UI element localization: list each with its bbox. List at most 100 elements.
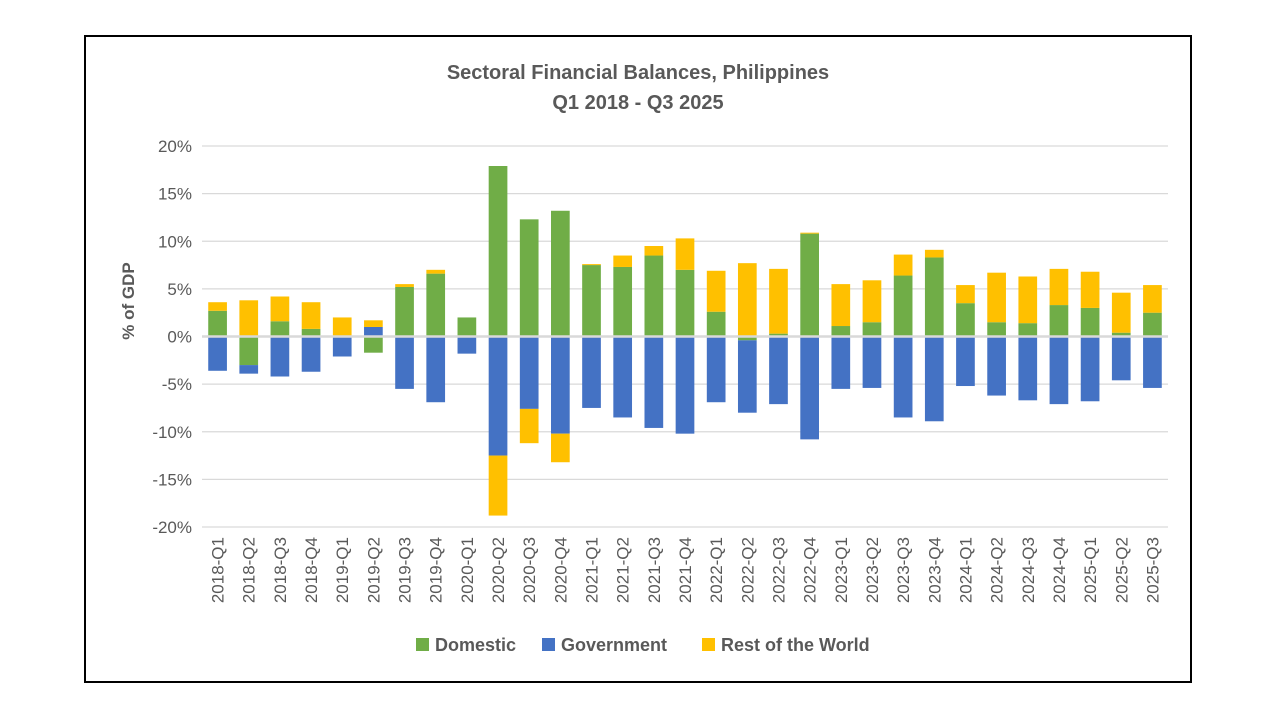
y-tick-label: -5% [162,375,192,394]
bar-government [332,337,352,357]
bar-rest-of-the-world [1143,285,1162,313]
chart-title: Sectoral Financial Balances, Philippines [447,62,829,84]
bar-rest-of-the-world [582,264,601,266]
bar-rest-of-the-world [613,255,633,267]
bar-domestic [519,219,539,337]
x-tick-labels: 2018-Q1 2018-Q2 2018-Q3 2018-Q4 2019-Q1 2019-… [209,537,1163,603]
x-tick-label: 2022-Q3 [769,537,788,603]
bar-domestic [924,257,944,337]
chart-frame: Sectoral Financial Balances, Philippines… [84,35,1192,683]
bars [208,166,1162,516]
x-tick-label: 2019-Q3 [396,537,415,603]
y-tick-label: -15% [152,470,192,489]
legend-label-domestic: Domestic [435,635,516,655]
bar-rest-of-the-world [1049,268,1069,306]
bar-rest-of-the-world [239,300,259,337]
bar-government [364,326,383,337]
bar-rest-of-the-world [270,296,290,322]
bar-government [208,336,227,371]
bar-rest-of-the-world [924,249,944,258]
bar-domestic [270,321,290,337]
bar-domestic [457,317,477,337]
bar-domestic [1143,312,1162,337]
y-tick-label: -10% [152,423,192,442]
bar-rest-of-the-world [769,268,788,334]
bar-rest-of-the-world [862,280,882,323]
legend-swatch-domestic [416,638,429,651]
bar-rest-of-the-world [800,232,819,234]
x-tick-label: 2024-Q1 [956,537,975,603]
bar-rest-of-the-world [551,433,570,463]
x-tick-label: 2024-Q3 [1019,537,1038,603]
x-tick-label: 2025-Q1 [1081,537,1100,603]
bar-domestic [644,255,664,337]
x-tick-label: 2023-Q2 [863,537,882,603]
bar-rest-of-the-world [364,320,383,327]
bar-domestic [1049,305,1069,337]
bar-government [1049,336,1069,405]
bar-rest-of-the-world [332,317,352,337]
bar-government [893,336,913,418]
bar-government [706,336,726,403]
bar-government [395,336,414,389]
bar-government [488,336,508,456]
x-tick-label: 2023-Q4 [925,537,944,603]
bar-government [956,336,975,387]
bar-government [1080,336,1100,402]
bar-domestic [987,322,1006,337]
bar-rest-of-the-world [1018,276,1038,324]
bar-government [551,336,570,434]
bar-rest-of-the-world [1111,292,1131,333]
x-tick-label: 2025-Q2 [1112,537,1131,603]
legend: Domestic Government Rest of the World [416,635,870,655]
bar-rest-of-the-world [488,455,508,516]
x-tick-label: 2020-Q2 [489,537,508,603]
bar-government [239,365,259,374]
y-tick-label: 20% [158,137,192,156]
bar-domestic [426,273,446,337]
legend-label-rest-of-the-world: Rest of the World [721,635,870,655]
bar-government [457,336,477,354]
bar-government [270,336,290,377]
bar-domestic [582,265,601,337]
y-tick-label: 15% [158,185,192,204]
bar-government [1111,336,1131,381]
y-tick-labels: 20% 15% 10% 5% 0% -5% -10% -15% -20% [152,137,192,537]
bar-rest-of-the-world [893,254,913,276]
x-tick-label: 2023-Q1 [832,537,851,603]
bar-rest-of-the-world [831,284,851,327]
bar-government [1143,336,1162,388]
bar-government [800,336,819,440]
bar-domestic [1080,307,1100,337]
x-tick-label: 2019-Q1 [333,537,352,603]
x-tick-label: 2018-Q4 [302,537,321,603]
bar-rest-of-the-world [1080,271,1100,308]
x-tick-label: 2024-Q4 [1050,537,1069,603]
bar-domestic [364,336,383,353]
bar-government [1018,336,1038,401]
bar-domestic [800,233,819,337]
y-tick-label: 10% [158,232,192,251]
x-tick-label: 2021-Q3 [645,537,664,603]
bar-rest-of-the-world [956,285,975,304]
bar-domestic [208,310,227,337]
bar-rest-of-the-world [644,246,664,256]
bar-rest-of-the-world [519,408,539,444]
bar-rest-of-the-world [208,302,227,311]
bar-government [582,336,601,408]
x-tick-label: 2021-Q2 [614,537,633,603]
bar-domestic [706,311,726,337]
bar-domestic [239,336,259,366]
bar-rest-of-the-world [737,263,757,337]
bar-domestic [551,210,570,337]
bar-domestic [613,266,633,337]
y-tick-label: -20% [152,518,192,537]
bar-government [987,336,1006,396]
bar-rest-of-the-world [675,238,695,270]
bar-government [862,336,882,388]
bar-domestic [1111,332,1131,337]
x-tick-label: 2020-Q3 [520,537,539,603]
x-tick-label: 2021-Q4 [676,537,695,603]
legend-swatch-government [542,638,555,651]
bar-government [924,336,944,422]
